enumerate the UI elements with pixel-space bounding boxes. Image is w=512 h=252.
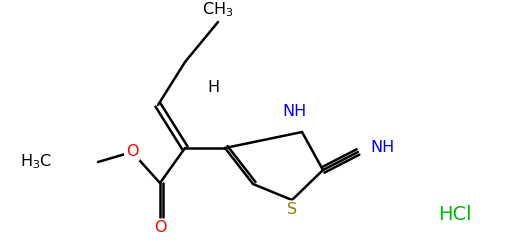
Text: NH: NH	[370, 141, 394, 155]
Text: HCl: HCl	[438, 205, 472, 225]
Text: NH: NH	[283, 105, 307, 119]
Text: O: O	[154, 220, 166, 235]
Text: CH$_3$: CH$_3$	[202, 0, 234, 19]
Text: S: S	[287, 202, 297, 217]
Text: H: H	[207, 80, 219, 96]
Text: O: O	[126, 144, 138, 160]
Text: H$_3$C: H$_3$C	[20, 153, 52, 171]
